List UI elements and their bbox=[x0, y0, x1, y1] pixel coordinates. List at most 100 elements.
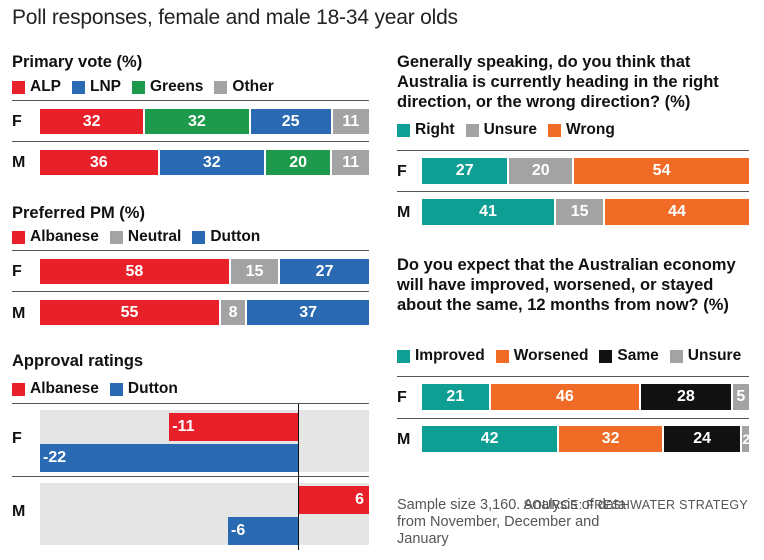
bar-segment-alp: 32 bbox=[40, 109, 146, 134]
approval-row-label-f: F bbox=[12, 430, 22, 447]
bar-segment-unsure: 2- bbox=[742, 426, 749, 452]
bar-segment-wrong: 54 bbox=[574, 158, 749, 184]
legend-item-other: Other bbox=[214, 78, 274, 96]
legend-label: Unsure bbox=[687, 347, 742, 364]
legend-item-right: Right bbox=[397, 121, 455, 139]
direction-bar-f: 27 20 54 bbox=[422, 158, 749, 184]
bar-segment-alp: 36 bbox=[40, 150, 160, 175]
legend-swatch bbox=[12, 230, 25, 244]
direction-row-label-f: F bbox=[397, 163, 407, 180]
legend-label: ALP bbox=[30, 78, 61, 95]
economy-divider bbox=[397, 418, 749, 419]
economy-row-label-f: F bbox=[397, 389, 407, 406]
footnote: Sample size 3,160. Analysis of data from… bbox=[397, 497, 626, 547]
approval-row-label-m: M bbox=[12, 503, 26, 520]
legend-item-improved: Improved bbox=[397, 347, 485, 365]
legend-swatch bbox=[192, 230, 206, 244]
page-title: Poll responses, female and male 18-34 ye… bbox=[12, 6, 458, 29]
legend-swatch bbox=[214, 80, 228, 94]
legend-label: Right bbox=[415, 121, 455, 138]
source-credit: SOURCE: FRESHWATER STRATEGY bbox=[523, 498, 748, 512]
preferred-pm-bar-m: 55 8 37 bbox=[40, 300, 369, 325]
legend-swatch bbox=[132, 80, 145, 94]
bar-segment-greens: 32 bbox=[145, 109, 251, 134]
legend-item-lnp: LNP bbox=[72, 78, 121, 96]
legend-swatch bbox=[548, 123, 562, 137]
approval-title: Approval ratings bbox=[12, 352, 144, 370]
legend-label: Albanese bbox=[30, 380, 99, 397]
bar-segment-right: 41 bbox=[422, 199, 557, 225]
bar-segment-dutton: 27 bbox=[280, 259, 369, 284]
direction-row-label-m: M bbox=[397, 204, 411, 221]
legend-label: Greens bbox=[150, 78, 204, 95]
legend-label: Unsure bbox=[483, 121, 538, 138]
bar-segment-wrong: 44 bbox=[605, 199, 749, 225]
legend-label: Wrong bbox=[566, 121, 615, 138]
economy-row-label-m: M bbox=[397, 431, 411, 448]
legend-item-dutton: Dutton bbox=[109, 380, 178, 398]
economy-title: Do you expect that the Australian econom… bbox=[397, 256, 736, 314]
legend-swatch bbox=[465, 123, 479, 137]
bar-segment-same: 28 bbox=[641, 384, 733, 410]
bar-segment-neutral: 15 bbox=[230, 259, 281, 284]
legend-label: Dutton bbox=[127, 380, 178, 397]
approval-legend: Albanese Dutton bbox=[12, 380, 189, 398]
bar-segment-albanese: 55 bbox=[40, 300, 221, 325]
approval-bar-albanese-m: 6 bbox=[298, 486, 369, 514]
bar-segment-improved: 42 bbox=[422, 426, 560, 452]
economy-bar-f: 21 46 28 5 bbox=[422, 384, 749, 410]
legend-item-worsened: Worsened bbox=[495, 347, 588, 365]
preferred-pm-row-label-m: M bbox=[12, 305, 26, 322]
legend-swatch bbox=[12, 382, 25, 396]
bar-segment-unsure: 5 bbox=[732, 384, 749, 410]
approval-rule bbox=[12, 403, 369, 404]
legend-label: Improved bbox=[415, 347, 485, 364]
preferred-pm-row-label-f: F bbox=[12, 263, 22, 280]
approval-bar-albanese-f: -11 bbox=[169, 413, 299, 441]
primary-vote-row-label-m: M bbox=[12, 154, 26, 171]
legend-item-albanese: Albanese bbox=[12, 380, 99, 398]
legend-item-dutton: Dutton bbox=[192, 228, 260, 246]
bar-segment-right: 27 bbox=[422, 158, 510, 184]
legend-label: Albanese bbox=[30, 228, 99, 245]
bar-segment-worsened: 32 bbox=[559, 426, 664, 452]
approval-bar-dutton-m: -6 bbox=[228, 517, 299, 545]
bar-segment-other: 11 bbox=[332, 150, 369, 175]
legend-item-alp: ALP bbox=[12, 78, 61, 96]
direction-divider bbox=[397, 191, 749, 192]
primary-vote-bar-m: 36 32 20 11 bbox=[40, 150, 369, 175]
approval-bar-dutton-f: -22 bbox=[40, 444, 299, 472]
bar-segment-unsure: 20 bbox=[509, 158, 575, 184]
preferred-pm-rule bbox=[12, 250, 369, 251]
legend-item-greens: Greens bbox=[132, 78, 203, 96]
legend-item-albanese: Albanese bbox=[12, 228, 99, 246]
primary-vote-divider bbox=[12, 141, 369, 142]
legend-swatch bbox=[109, 230, 123, 244]
legend-swatch bbox=[72, 80, 85, 94]
legend-swatch bbox=[397, 349, 410, 363]
legend-label: Other bbox=[232, 78, 274, 95]
bar-segment-dutton: 37 bbox=[247, 300, 369, 325]
bar-segment-greens: 20 bbox=[265, 150, 333, 175]
preferred-pm-divider bbox=[12, 291, 369, 292]
direction-legend: Right Unsure Wrong bbox=[397, 121, 626, 139]
legend-item-unsure: Unsure bbox=[669, 347, 742, 365]
bar-segment-unsure: 15 bbox=[556, 199, 606, 225]
legend-swatch bbox=[669, 349, 683, 363]
direction-rule bbox=[397, 150, 749, 151]
legend-label: LNP bbox=[90, 78, 121, 95]
legend-label: Neutral bbox=[127, 228, 182, 245]
primary-vote-bar-f: 32 32 25 11 bbox=[40, 109, 369, 134]
legend-item-wrong: Wrong bbox=[548, 121, 615, 139]
legend-item-same: Same bbox=[599, 347, 659, 365]
economy-rule bbox=[397, 376, 749, 377]
legend-label: Same bbox=[617, 347, 659, 364]
direction-bar-m: 41 15 44 bbox=[422, 199, 749, 225]
legend-item-neutral: Neutral bbox=[109, 228, 182, 246]
preferred-pm-legend: Albanese Neutral Dutton bbox=[12, 228, 271, 246]
primary-vote-title: Primary vote (%) bbox=[12, 53, 143, 71]
legend-swatch bbox=[599, 349, 613, 363]
preferred-pm-title: Preferred PM (%) bbox=[12, 204, 145, 222]
approval-chart: -11 -22 6 -6 bbox=[40, 404, 369, 550]
legend-swatch bbox=[12, 80, 25, 94]
